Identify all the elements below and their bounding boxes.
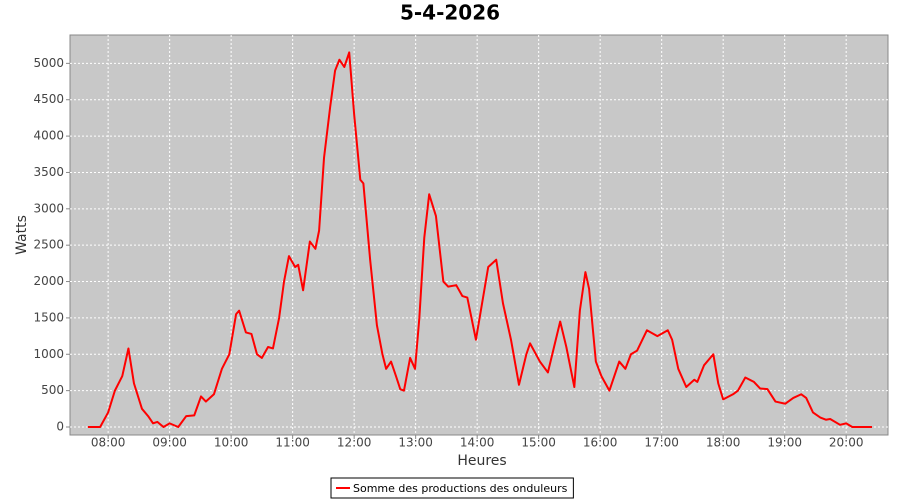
y-tick-label: 4000	[33, 129, 64, 143]
x-tick-label: 17:00	[644, 436, 679, 450]
y-tick-label: 2000	[33, 274, 64, 288]
y-tick-label: 1000	[33, 347, 64, 361]
x-tick-label: 14:00	[460, 436, 495, 450]
x-tick-label: 13:00	[398, 436, 433, 450]
series-line	[87, 51, 873, 428]
x-tick-label: 12:00	[337, 436, 372, 450]
x-axis-label: Heures	[457, 453, 506, 469]
x-tick-label: 18:00	[706, 436, 741, 450]
x-tick-label: 10:00	[214, 436, 249, 450]
y-tick-label: 1500	[33, 310, 64, 324]
y-tick-label: 5000	[33, 56, 64, 70]
y-tick-label: 3000	[33, 201, 64, 215]
y-axis-label: Watts	[14, 215, 30, 255]
chart-title: 5-4-2026	[400, 1, 500, 25]
y-tick-label: 3500	[33, 165, 64, 179]
x-tick-label: 19:00	[767, 436, 802, 450]
x-tick-label: 09:00	[152, 436, 187, 450]
legend-box	[330, 477, 574, 499]
x-tick-label: 08:00	[91, 436, 126, 450]
legend-label: Somme des productions des onduleurs	[353, 482, 568, 495]
y-tick-label: 0	[56, 420, 64, 434]
y-tick-label: 4500	[33, 92, 64, 106]
legend: Somme des productions des onduleurs	[330, 477, 574, 499]
x-tick-label: 20:00	[829, 436, 864, 450]
y-tick-label: 500	[41, 383, 64, 397]
plot-area	[69, 34, 889, 436]
x-tick-label: 15:00	[521, 436, 556, 450]
x-tick-label: 11:00	[275, 436, 310, 450]
y-tick-label: 2500	[33, 238, 64, 252]
x-tick-label: 16:00	[583, 436, 618, 450]
